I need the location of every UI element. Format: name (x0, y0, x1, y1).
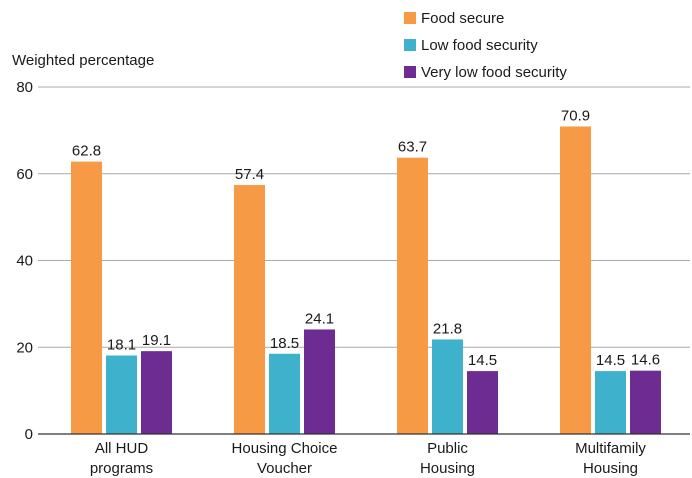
bar (560, 126, 591, 434)
legend-label: Low food security (421, 37, 538, 54)
x-tick-label: Public (427, 440, 468, 457)
bar (595, 371, 626, 434)
legend-label: Very low food security (421, 64, 567, 81)
legend-label: Food secure (421, 10, 504, 27)
x-tick-label: Housing (420, 460, 475, 477)
gridlines (38, 86, 690, 348)
y-tick-label: 60 (16, 166, 33, 183)
x-tick-label: programs (90, 460, 153, 477)
bar (234, 185, 265, 434)
legend: Food secure Low food security Very low foo… (404, 10, 567, 81)
data-label: 14.5 (468, 352, 497, 369)
data-label: 18.5 (270, 335, 299, 352)
data-label: 19.1 (142, 332, 171, 349)
bars (71, 126, 661, 435)
data-label: 70.9 (561, 107, 590, 124)
data-label: 57.4 (235, 166, 264, 183)
data-labels: 62.8 18.1 19.1 57.4 18.5 24.1 63.7 21.8 14.5 70.9… (72, 107, 660, 369)
y-tick-label: 20 (16, 339, 33, 356)
x-tick-label: Housing (583, 460, 638, 477)
y-tick-label: 0 (25, 426, 33, 443)
data-label: 63.7 (398, 139, 427, 156)
y-axis-label: Weighted percentage (12, 52, 154, 69)
bar (467, 371, 498, 434)
data-label: 14.5 (596, 352, 625, 369)
data-label: 24.1 (305, 310, 334, 327)
data-label: 14.6 (631, 352, 660, 369)
x-tick-label: Housing Choice (232, 440, 338, 457)
bar (269, 353, 300, 434)
y-tick-label: 40 (16, 253, 33, 270)
bar (304, 329, 335, 434)
x-tick-label: All HUD (95, 440, 149, 457)
bar (397, 157, 428, 435)
legend-swatch (404, 12, 416, 24)
bar (141, 351, 172, 434)
data-label: 18.1 (107, 336, 136, 353)
axes: 0 20 40 60 80 All HUD programs Housing Choice Vo… (16, 79, 690, 477)
bar (71, 161, 102, 435)
legend-swatch (404, 39, 416, 51)
x-tick-label: Voucher (257, 460, 312, 477)
x-tick-label: Multifamily (575, 440, 646, 457)
legend-swatch (404, 66, 416, 78)
data-label: 21.8 (433, 320, 462, 337)
bar (106, 355, 137, 434)
bar (630, 370, 661, 434)
y-tick-label: 80 (16, 79, 33, 96)
bar (432, 339, 463, 434)
data-label: 62.8 (72, 143, 101, 160)
